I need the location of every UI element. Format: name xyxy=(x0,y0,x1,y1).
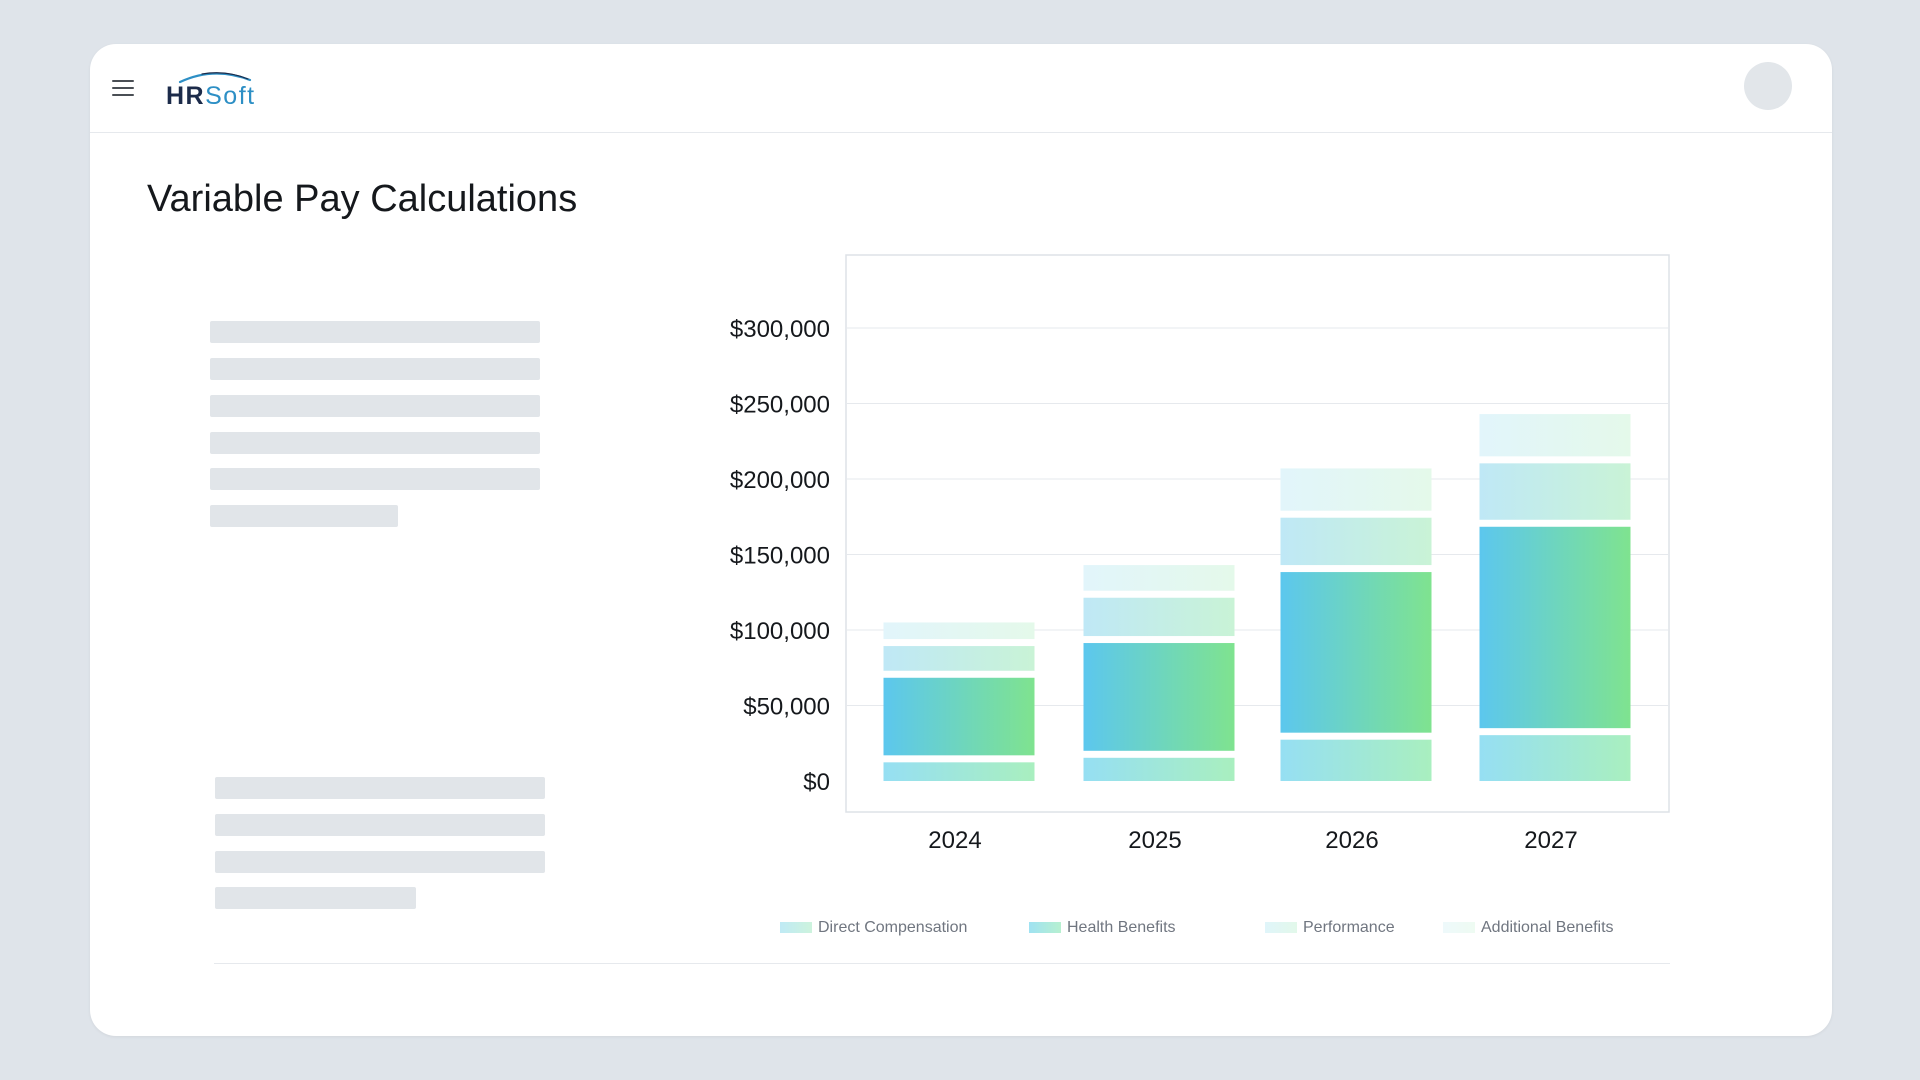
skeleton-line xyxy=(210,432,540,454)
hamburger-menu-icon[interactable] xyxy=(112,80,134,98)
top-bar: HRSoft xyxy=(90,44,1832,133)
y-tick-label: $300,000 xyxy=(730,316,830,343)
bar-performance[interactable] xyxy=(1479,463,1631,520)
logo-hr: HR xyxy=(166,82,206,110)
plot-frame xyxy=(845,254,1670,813)
skeleton-line xyxy=(215,851,545,873)
user-avatar[interactable] xyxy=(1744,62,1792,110)
chart-legend: Direct Compensation Health Benefits Perfor… xyxy=(780,919,1760,941)
y-tick-label: $200,000 xyxy=(730,467,830,494)
y-tick-label: $250,000 xyxy=(730,392,830,419)
skeleton-line xyxy=(210,358,540,380)
legend-swatch xyxy=(1443,922,1475,934)
bar-performance[interactable] xyxy=(883,646,1035,671)
bar-additional-benefits[interactable] xyxy=(1280,468,1432,511)
divider xyxy=(214,963,1670,964)
bar-performance[interactable] xyxy=(1083,597,1235,637)
skeleton-line xyxy=(215,777,545,799)
logo-soft: Soft xyxy=(205,82,256,110)
legend-item[interactable]: Direct Compensation xyxy=(780,919,967,937)
legend-label: Direct Compensation xyxy=(818,919,968,936)
bar-performance[interactable] xyxy=(1280,517,1432,566)
legend-swatch xyxy=(1265,922,1297,934)
bar-additional-benefits[interactable] xyxy=(1479,414,1631,457)
skeleton-line xyxy=(215,814,545,836)
logo-arc-icon xyxy=(178,72,252,84)
bar-additional-benefits[interactable] xyxy=(883,622,1035,640)
bar-health-benefits[interactable] xyxy=(1479,526,1631,729)
legend-item[interactable]: Performance xyxy=(1265,919,1395,937)
legend-item[interactable]: Additional Benefits xyxy=(1443,919,1614,937)
bar-additional-benefits[interactable] xyxy=(1083,565,1235,591)
skeleton-line xyxy=(210,505,398,527)
bar-direct-compensation[interactable] xyxy=(883,762,1035,781)
bar-health-benefits[interactable] xyxy=(1280,572,1432,733)
logo-text: HRSoft xyxy=(166,82,256,111)
skeleton-line xyxy=(210,395,540,417)
bar-health-benefits[interactable] xyxy=(1083,643,1235,751)
y-tick-label: $150,000 xyxy=(730,543,830,570)
legend-swatch xyxy=(780,922,812,934)
bar-health-benefits[interactable] xyxy=(883,677,1035,756)
skeleton-line xyxy=(210,321,540,343)
x-tick-label: 2026 xyxy=(1325,827,1378,854)
y-tick-label: $100,000 xyxy=(730,618,830,645)
x-tick-label: 2025 xyxy=(1128,827,1181,854)
hrsoft-logo[interactable]: HRSoft xyxy=(166,68,276,116)
legend-swatch xyxy=(1029,922,1061,934)
stacked-bar-chart: $0 $50,000 $100,000 $150,000 $200,000 $250,00… xyxy=(730,254,1670,854)
y-tick-label: $0 xyxy=(803,769,830,796)
page-title: Variable Pay Calculations xyxy=(147,178,578,220)
legend-label: Health Benefits xyxy=(1067,919,1176,936)
x-tick-label: 2027 xyxy=(1524,827,1577,854)
bar-direct-compensation[interactable] xyxy=(1083,757,1235,781)
bar-direct-compensation[interactable] xyxy=(1479,735,1631,781)
y-tick-label: $50,000 xyxy=(743,694,830,721)
legend-label: Additional Benefits xyxy=(1481,919,1614,936)
x-tick-label: 2024 xyxy=(928,827,981,854)
skeleton-line xyxy=(215,887,416,909)
app-window: HRSoft Variable Pay Calculations $0 $50,0… xyxy=(90,44,1832,1036)
legend-label: Performance xyxy=(1303,919,1395,936)
bar-direct-compensation[interactable] xyxy=(1280,739,1432,781)
legend-item[interactable]: Health Benefits xyxy=(1029,919,1176,937)
skeleton-line xyxy=(210,468,540,490)
